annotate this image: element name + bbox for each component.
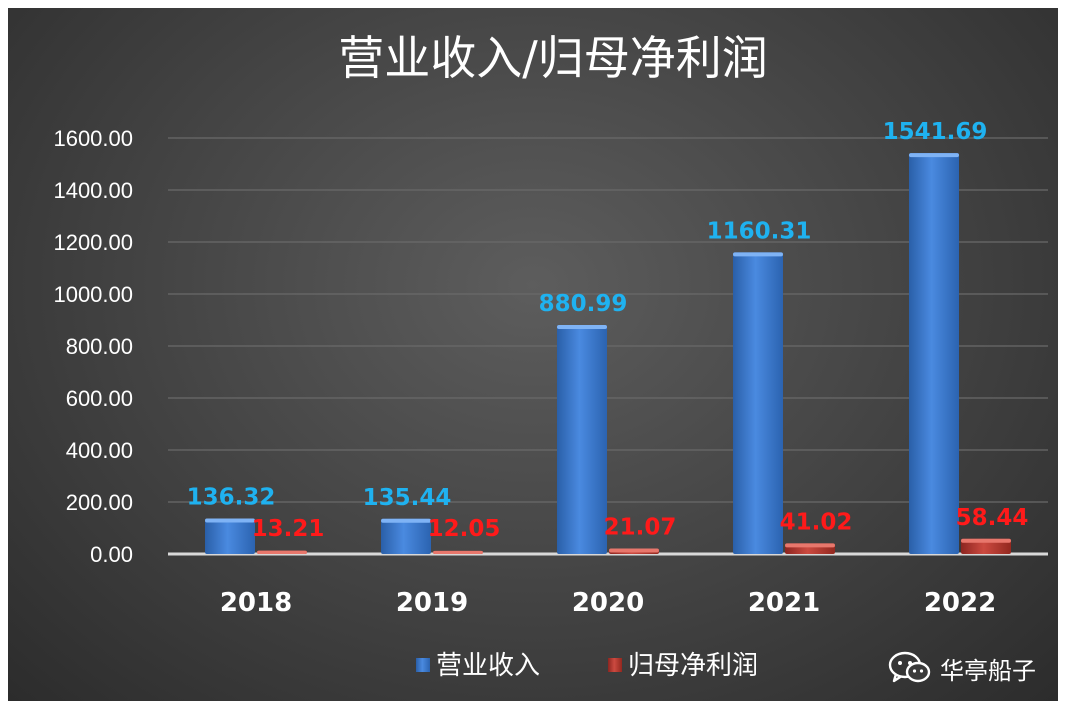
y-tick-label: 0.00 xyxy=(90,542,133,567)
y-tick-label: 200.00 xyxy=(66,490,133,515)
bar-revenue-2018 xyxy=(205,518,255,554)
bar-revenue-2022 xyxy=(909,153,959,555)
x-axis: 2018 2019 2020 2021 2022 xyxy=(220,588,996,618)
y-tick-label: 800.00 xyxy=(66,334,133,359)
x-tick-label: 2021 xyxy=(748,588,820,618)
chart-title: 营业收入/归母净利润 xyxy=(338,31,768,85)
y-tick-label: 600.00 xyxy=(66,386,133,411)
wechat-icon xyxy=(888,651,931,683)
bar-revenue-2019 xyxy=(381,518,431,554)
bar-net-profit-top-2019 xyxy=(433,550,483,554)
data-label-revenue: 135.44 xyxy=(363,485,452,511)
bar-revenue-2021 xyxy=(733,252,783,554)
watermark-text: 华亭船子 xyxy=(940,656,1036,685)
bar-revenue-2020 xyxy=(557,324,607,554)
y-tick-label: 1200.00 xyxy=(53,230,133,255)
grid-layer xyxy=(168,137,1048,556)
data-labels: 136.32 13.21 135.44 12.05 880.99 21.07 1160.31… xyxy=(187,119,1029,542)
legend: 营业收入 归母净利润 xyxy=(416,651,758,681)
chart-frame: 营业收入/归母净利润 0.00 200.00 400.00 600.00 800.00 1… xyxy=(8,8,1058,701)
x-tick-label: 2019 xyxy=(396,588,468,618)
legend-swatch-revenue xyxy=(416,658,430,672)
bar-revenue-top-2019 xyxy=(381,518,431,523)
watermark: 华亭船子 xyxy=(888,648,1036,688)
bar-net-profit-top-2018 xyxy=(257,550,307,554)
data-label-net-profit: 58.44 xyxy=(956,505,1029,531)
y-axis: 0.00 200.00 400.00 600.00 800.00 1000.00 1200.… xyxy=(53,126,133,567)
y-tick-label: 1000.00 xyxy=(53,282,133,307)
bar-revenue-top-2020 xyxy=(557,324,607,329)
data-label-revenue: 136.32 xyxy=(187,485,276,511)
y-tick-label: 1600.00 xyxy=(53,126,133,151)
bar-revenue-top-2018 xyxy=(205,518,255,523)
legend-label-revenue: 营业收入 xyxy=(436,651,540,681)
x-tick-label: 2018 xyxy=(220,588,292,618)
chart-svg: 营业收入/归母净利润 0.00 200.00 400.00 600.00 800.00 1… xyxy=(53,31,1048,681)
data-label-net-profit: 21.07 xyxy=(604,515,677,541)
data-label-net-profit: 12.05 xyxy=(428,516,501,542)
y-tick-label: 400.00 xyxy=(66,438,133,463)
data-label-revenue: 1541.69 xyxy=(883,119,988,145)
bars xyxy=(205,153,1011,555)
x-tick-label: 2022 xyxy=(924,588,996,618)
bar-net-profit-top-2022 xyxy=(961,538,1011,543)
legend-label-net-profit: 归母净利润 xyxy=(628,651,758,681)
bar-net-profit-top-2020 xyxy=(609,548,659,553)
bar-net-profit-top-2021 xyxy=(785,543,835,548)
legend-swatch-net-profit xyxy=(608,658,622,672)
data-label-revenue: 1160.31 xyxy=(707,218,812,244)
data-label-net-profit: 41.02 xyxy=(780,509,853,535)
data-label-revenue: 880.99 xyxy=(539,291,628,317)
y-tick-label: 1400.00 xyxy=(53,178,133,203)
data-label-net-profit: 13.21 xyxy=(252,516,325,542)
x-tick-label: 2020 xyxy=(572,588,644,618)
bar-revenue-top-2021 xyxy=(733,252,783,257)
bar-revenue-top-2022 xyxy=(909,153,959,158)
